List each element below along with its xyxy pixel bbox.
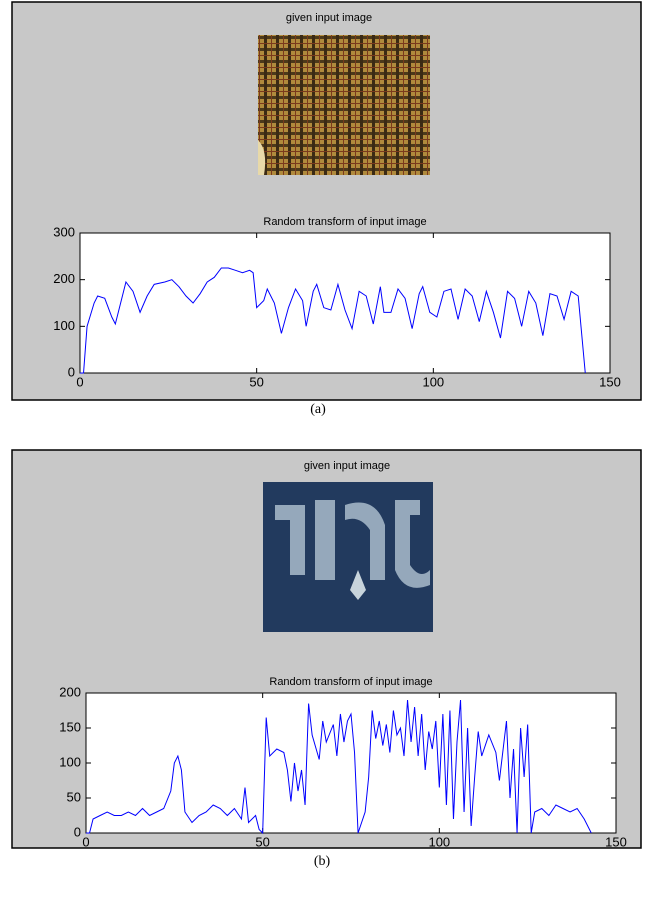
x-tick-label: 50 bbox=[255, 834, 269, 849]
x-tick-label: 100 bbox=[428, 834, 450, 849]
y-tick-label: 100 bbox=[59, 754, 81, 769]
image-title: given input image bbox=[286, 12, 372, 24]
data-line bbox=[80, 267, 586, 374]
chart-title: Random transform of input image bbox=[269, 676, 432, 688]
caption: (a) bbox=[310, 402, 326, 417]
y-tick-label: 0 bbox=[68, 364, 75, 379]
input-image bbox=[258, 35, 430, 175]
y-tick-label: 300 bbox=[53, 224, 75, 239]
caption: (b) bbox=[314, 854, 331, 869]
y-tick-label: 50 bbox=[67, 789, 81, 804]
x-tick-label: 0 bbox=[82, 834, 89, 849]
y-tick-label: 150 bbox=[59, 719, 81, 734]
y-tick-label: 100 bbox=[53, 318, 75, 333]
y-tick-label: 200 bbox=[53, 271, 75, 286]
input-image bbox=[263, 482, 433, 632]
x-tick-label: 150 bbox=[599, 374, 621, 389]
chart-title: Random transform of input image bbox=[263, 216, 426, 228]
y-tick-label: 200 bbox=[59, 684, 81, 699]
x-tick-label: 0 bbox=[76, 374, 83, 389]
x-tick-label: 100 bbox=[422, 374, 444, 389]
data-line bbox=[86, 699, 592, 835]
image-title: given input image bbox=[304, 460, 390, 472]
x-tick-label: 150 bbox=[605, 834, 627, 849]
input-image-detail bbox=[258, 140, 266, 175]
plot-area bbox=[79, 232, 611, 374]
y-tick-label: 0 bbox=[74, 824, 81, 839]
x-tick-label: 50 bbox=[249, 374, 263, 389]
